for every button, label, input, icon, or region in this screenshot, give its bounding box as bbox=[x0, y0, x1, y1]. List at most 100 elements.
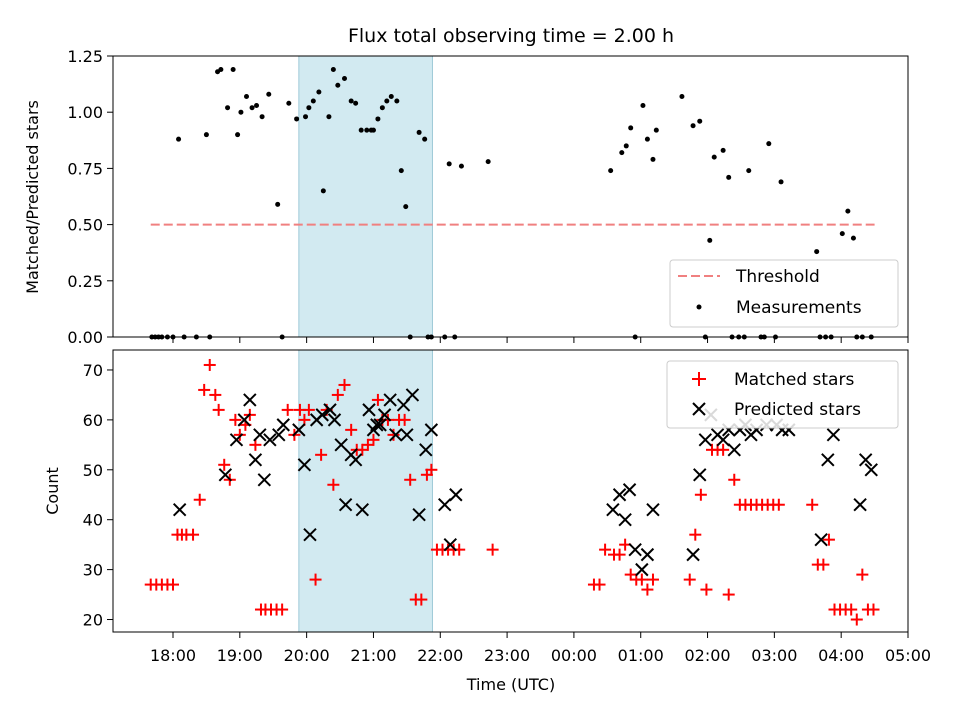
matched-star-point bbox=[309, 573, 322, 586]
measurement-point bbox=[384, 98, 390, 104]
x-tick-label: 18:00 bbox=[150, 646, 196, 665]
legend-matched-label: Matched stars bbox=[734, 370, 854, 390]
predicted-star-point bbox=[297, 458, 312, 472]
measurement-point bbox=[458, 163, 464, 169]
matched-star-point bbox=[167, 578, 179, 591]
x-tick-label: 19:00 bbox=[217, 646, 263, 665]
predicted-star-point bbox=[272, 428, 286, 442]
predicted-star-point bbox=[276, 418, 290, 432]
matched-star-point bbox=[371, 393, 384, 406]
x-tick-label: 22:00 bbox=[417, 646, 463, 665]
predicted-star-point bbox=[618, 512, 632, 527]
measurement-point bbox=[286, 100, 292, 106]
y-tick-label: 0.75 bbox=[67, 159, 103, 178]
matched-star-point bbox=[613, 548, 626, 561]
measurement-point bbox=[839, 231, 845, 237]
bottom-shaded-span bbox=[298, 349, 433, 633]
predicted-star-point bbox=[263, 433, 277, 447]
measurement-point bbox=[720, 147, 726, 153]
predicted-star-point bbox=[373, 418, 387, 432]
top-legend: Threshold Measurements bbox=[669, 259, 899, 328]
measurement-point bbox=[650, 156, 656, 162]
y-tick-label: 30 bbox=[83, 561, 103, 580]
matched-star-point bbox=[276, 603, 289, 616]
measurement-point bbox=[623, 143, 629, 149]
measurement-point bbox=[394, 98, 400, 104]
bottom-panel: Count Time (UTC) 20 30 40 50 60 70 18:00 19:00… bbox=[43, 349, 931, 694]
measurement-point bbox=[316, 89, 322, 95]
predicted-star-point bbox=[716, 433, 730, 447]
matched-star-point bbox=[486, 543, 499, 556]
predicted-star-point bbox=[389, 428, 403, 442]
measurement-point bbox=[403, 204, 409, 210]
x-tick-label: 02:00 bbox=[684, 646, 730, 665]
predicted-star-point bbox=[612, 488, 627, 502]
measurement-point bbox=[364, 127, 370, 133]
predicted-star-point bbox=[622, 483, 637, 497]
y-tick-label: 50 bbox=[83, 461, 103, 480]
x-tick-label: 01:00 bbox=[618, 646, 664, 665]
top-y-axis-label: Matched/Predicted stars bbox=[23, 100, 42, 294]
predicted-star-point bbox=[229, 433, 244, 447]
x-tick-label: 20:00 bbox=[284, 646, 330, 665]
legend-predicted-label: Predicted stars bbox=[734, 400, 861, 420]
measurement-point bbox=[375, 116, 381, 122]
matched-star-point bbox=[331, 388, 344, 401]
measurement-point bbox=[707, 237, 713, 243]
y-tick-label: 60 bbox=[83, 411, 103, 430]
measurement-point bbox=[485, 159, 491, 165]
measurement-point bbox=[416, 129, 422, 135]
matched-star-point bbox=[187, 528, 200, 541]
bottom-y-axis-label: Count bbox=[43, 467, 62, 515]
measurement-point bbox=[294, 116, 300, 122]
matched-star-point bbox=[728, 473, 741, 486]
measurement-point bbox=[845, 208, 851, 214]
matched-star-point bbox=[404, 473, 417, 486]
measurement-point bbox=[348, 98, 354, 104]
measurement-point bbox=[653, 127, 659, 133]
measurement-point bbox=[446, 161, 452, 167]
shaded-span-rect bbox=[298, 55, 433, 338]
top-shaded-span bbox=[298, 55, 433, 338]
matched-star-point bbox=[867, 603, 880, 616]
y-tick-label: 0.00 bbox=[67, 328, 103, 347]
matched-star-point bbox=[641, 583, 654, 596]
predicted-star-point bbox=[864, 463, 878, 477]
matched-star-point bbox=[806, 498, 819, 511]
measurement-point bbox=[628, 125, 634, 131]
measurement-point bbox=[640, 102, 646, 108]
measurement-point bbox=[608, 168, 614, 174]
measurement-point bbox=[358, 127, 364, 133]
predicted-star-point bbox=[628, 542, 642, 557]
predicted-star-point bbox=[334, 438, 348, 452]
measurement-point bbox=[254, 102, 260, 108]
matched-star-point bbox=[593, 578, 606, 591]
matched-star-point bbox=[233, 428, 246, 441]
matched-star-point bbox=[193, 493, 206, 506]
legend-threshold-label: Threshold bbox=[735, 267, 820, 287]
predicted-star-point bbox=[853, 498, 867, 512]
predicted-star-point bbox=[355, 503, 370, 517]
predicted-star-point bbox=[412, 508, 426, 522]
y-tick-label: 70 bbox=[83, 361, 103, 380]
measurement-point bbox=[644, 136, 650, 142]
predicted-star-point bbox=[172, 503, 187, 517]
predicted-star-point bbox=[698, 433, 713, 447]
measurement-point bbox=[326, 114, 332, 120]
x-tick-label: 00:00 bbox=[551, 646, 597, 665]
measurement-point bbox=[370, 127, 376, 133]
measurement-point bbox=[249, 105, 255, 111]
predicted-star-point bbox=[377, 408, 392, 422]
y-tick-label: 20 bbox=[83, 611, 103, 630]
shaded-span-rect bbox=[298, 349, 433, 633]
matched-star-point bbox=[281, 403, 294, 416]
legend-predicted-swatch bbox=[692, 402, 706, 416]
matched-star-point bbox=[218, 458, 231, 471]
predicted-star-point bbox=[315, 408, 329, 422]
measurement-point bbox=[306, 105, 312, 111]
matched-star-point bbox=[700, 583, 713, 596]
y-tick-label: 1.00 bbox=[67, 103, 103, 122]
predicted-star-point bbox=[727, 443, 741, 457]
matched-star-point bbox=[817, 558, 830, 571]
x-axis-label: Time (UTC) bbox=[466, 675, 555, 694]
